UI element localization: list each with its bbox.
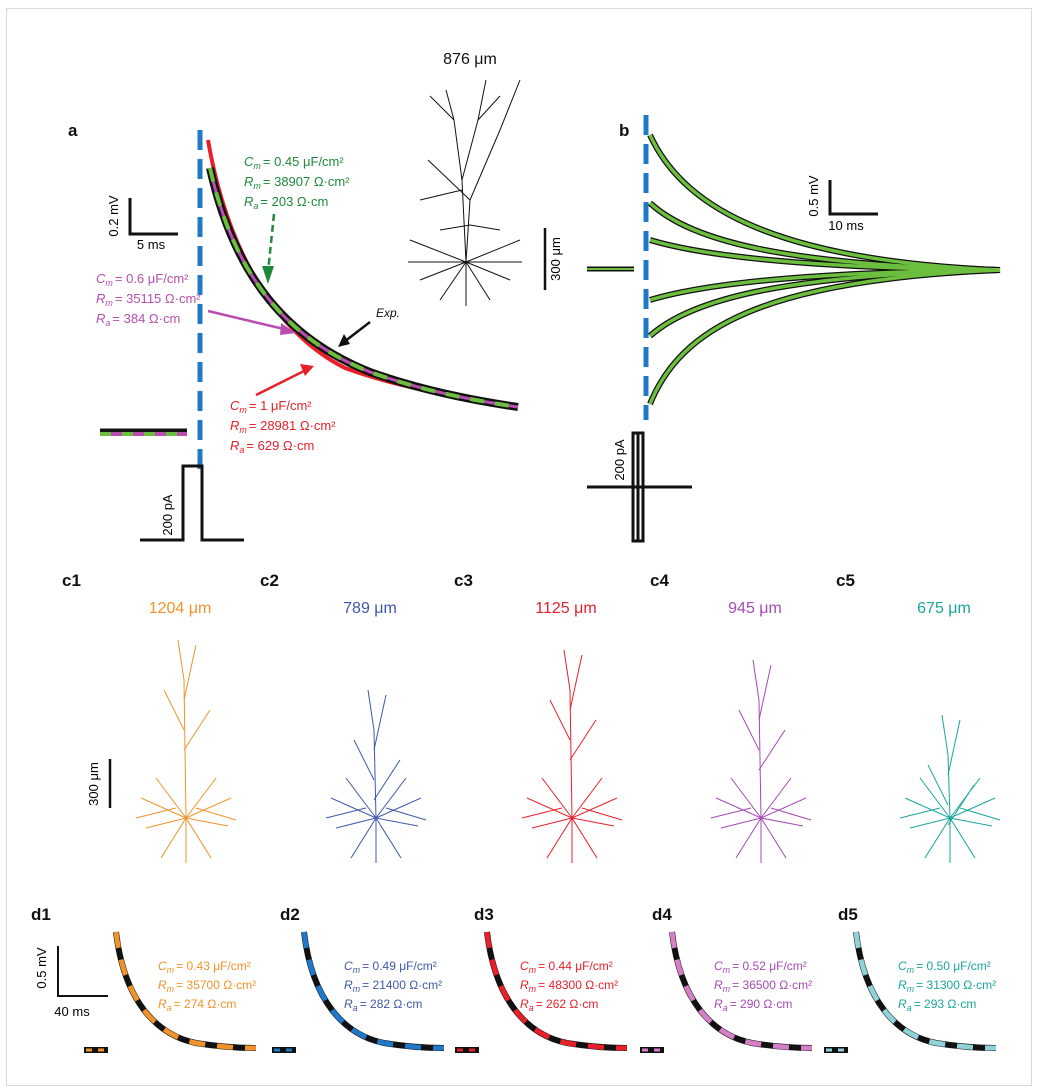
panel-d-scale-bar bbox=[58, 946, 108, 996]
panel-c: c1 1204 μm c2 789 μm c3 1125 μm c4 945 μm c5 675 … bbox=[62, 571, 1000, 863]
fit-5: d5 Cm = 0.50 μF/cm² Rm = 31300 Ω·cm² Ra = 293 … bbox=[824, 905, 996, 1050]
svg-text:Rm= 36500 Ω·cm²: Rm = 36500 Ω·cm² bbox=[714, 978, 812, 994]
neuron-morphology bbox=[136, 640, 236, 863]
svg-text:Ra= 293 Ω·cm: Ra = 293 Ω·cm bbox=[898, 997, 976, 1013]
svg-text:Rm= 35700 Ω·cm²: Rm = 35700 Ω·cm² bbox=[158, 978, 256, 994]
neuron-length: 789 μm bbox=[343, 600, 397, 617]
fit-label: d2 bbox=[280, 905, 300, 924]
neuron-label: c2 bbox=[260, 571, 279, 590]
fit-label: d1 bbox=[31, 905, 51, 924]
fit-label: d5 bbox=[838, 905, 858, 924]
panel-d-fits: d1 Cm = 0.43 μF/cm² Rm = 35700 Ω·cm² Ra = 274 … bbox=[31, 905, 996, 1050]
panel-a-magenta-arrow bbox=[208, 311, 288, 330]
svg-text:Ra= 629 Ω·cm: Ra = 629 Ω·cm bbox=[230, 438, 314, 455]
fit-params: Cm = 0.49 μF/cm² Rm = 21400 Ω·cm² Ra = 282 Ω·… bbox=[344, 959, 442, 1013]
svg-text:Rm= 21400 Ω·cm²: Rm = 21400 Ω·cm² bbox=[344, 978, 442, 994]
svg-text:Cm= 0.43 μF/cm²: Cm = 0.43 μF/cm² bbox=[158, 959, 251, 975]
svg-text:Rm= 38907 Ω·cm²: Rm = 38907 Ω·cm² bbox=[244, 174, 350, 191]
neuron-1: c1 1204 μm bbox=[62, 571, 236, 863]
panel-a-current-step bbox=[140, 466, 244, 540]
fit-params: Cm = 0.50 μF/cm² Rm = 31300 Ω·cm² Ra = 293 Ω·… bbox=[898, 959, 996, 1013]
panel-a-label: a bbox=[68, 121, 78, 140]
panel-b-scale-ms: 10 ms bbox=[828, 218, 864, 233]
neuron-length: 1125 μm bbox=[535, 600, 596, 617]
svg-text:Cm= 0.44 μF/cm²: Cm = 0.44 μF/cm² bbox=[520, 959, 613, 975]
svg-text:Rm= 28981 Ω·cm²: Rm = 28981 Ω·cm² bbox=[230, 418, 336, 435]
panel-a-morph-scale: 300 μm bbox=[548, 237, 563, 281]
fit-4: d4 Cm = 0.52 μF/cm² Rm = 36500 Ω·cm² Ra = 290 … bbox=[640, 905, 812, 1050]
panel-a-current-label: 200 pA bbox=[160, 494, 175, 536]
svg-text:Ra= 203 Ω·cm: Ra = 203 Ω·cm bbox=[244, 194, 328, 211]
panel-a-exp-arrowhead bbox=[338, 334, 350, 347]
neuron-morphology bbox=[326, 690, 426, 863]
svg-text:Rm= 48300 Ω·cm²: Rm = 48300 Ω·cm² bbox=[520, 978, 618, 994]
panel-a-neuron-morphology bbox=[408, 80, 522, 306]
panel-b-current-steps bbox=[587, 433, 692, 541]
panel-b-scale-bar bbox=[830, 180, 878, 214]
neuron-2: c2 789 μm bbox=[260, 571, 426, 863]
panel-a-scale-mv: 0.2 mV bbox=[106, 195, 121, 237]
fit-3: d3 Cm = 0.44 μF/cm² Rm = 48300 Ω·cm² Ra = 262 … bbox=[455, 905, 627, 1050]
neuron-length: 675 μm bbox=[917, 600, 971, 617]
panel-c-neurons: c1 1204 μm c2 789 μm c3 1125 μm c4 945 μm c5 675 … bbox=[62, 571, 1000, 863]
svg-text:Rm= 31300 Ω·cm²: Rm = 31300 Ω·cm² bbox=[898, 978, 996, 994]
neuron-4: c4 945 μm bbox=[650, 571, 811, 863]
panel-a-red-params: Cm = 1 μF/cm² Rm = 28981 Ω·cm² Ra = 629 Ω·c… bbox=[230, 398, 336, 455]
panel-a-red-arrowhead bbox=[300, 364, 314, 376]
panel-b-current-label: 200 pA bbox=[612, 439, 627, 481]
svg-text:Rm= 35115 Ω·cm²: Rm = 35115 Ω·cm² bbox=[96, 291, 201, 308]
panel-d-scale-ms: 40 ms bbox=[54, 1004, 90, 1019]
fit-1: d1 Cm = 0.43 μF/cm² Rm = 35700 Ω·cm² Ra = 274 … bbox=[31, 905, 256, 1050]
neuron-label: c5 bbox=[836, 571, 855, 590]
panel-a-scale-bar: 0.2 mV 5 ms bbox=[106, 195, 178, 252]
panel-b-scale-mv: 0.5 mV bbox=[806, 175, 821, 217]
panel-a-exp-arrow bbox=[344, 322, 370, 342]
fit-params: Cm = 0.52 μF/cm² Rm = 36500 Ω·cm² Ra = 290 Ω·… bbox=[714, 959, 812, 1013]
neuron-morphology bbox=[900, 715, 1000, 863]
svg-text:Ra= 290 Ω·cm: Ra = 290 Ω·cm bbox=[714, 997, 792, 1013]
panel-d-scale-mv: 0.5 mV bbox=[34, 947, 49, 989]
fit-params: Cm = 0.43 μF/cm² Rm = 35700 Ω·cm² Ra = 274 Ω·… bbox=[158, 959, 256, 1013]
svg-text:Ra= 262 Ω·cm: Ra = 262 Ω·cm bbox=[520, 997, 598, 1013]
svg-text:Cm= 0.6 μF/cm²: Cm = 0.6 μF/cm² bbox=[96, 271, 189, 288]
panel-a-magenta-params: Cm = 0.6 μF/cm² Rm = 35115 Ω·cm² Ra = 384 Ω… bbox=[96, 271, 201, 328]
svg-text:Ra= 274 Ω·cm: Ra = 274 Ω·cm bbox=[158, 997, 236, 1013]
panel-b-traces bbox=[650, 135, 1000, 404]
panel-a-morph-length: 876 μm bbox=[443, 51, 497, 68]
svg-text:Ra= 282 Ω·cm: Ra = 282 Ω·cm bbox=[344, 997, 422, 1013]
svg-text:Ra= 384 Ω·cm: Ra = 384 Ω·cm bbox=[96, 311, 180, 328]
panel-c-scale: 300 μm bbox=[86, 762, 101, 806]
panel-a-green-arrow bbox=[268, 214, 274, 272]
panel-a-red-arrow bbox=[256, 370, 306, 395]
panel-b: b 0.5 mV 10 ms bbox=[587, 115, 1000, 541]
panel-a-baseline bbox=[100, 431, 187, 434]
panel-a: a 0.2 mV 5 ms 200 pA Cm = 0.45 μF/cm² Rm =… bbox=[68, 51, 563, 540]
svg-text:Cm= 0.52 μF/cm²: Cm = 0.52 μF/cm² bbox=[714, 959, 807, 975]
panel-d: 0.5 mV 40 ms d1 Cm = 0.43 μF/cm² Rm = 35700 … bbox=[31, 905, 996, 1050]
neuron-label: c3 bbox=[454, 571, 473, 590]
fit-label: d4 bbox=[652, 905, 672, 924]
neuron-morphology bbox=[711, 660, 811, 863]
svg-text:Cm= 1 μF/cm²: Cm = 1 μF/cm² bbox=[230, 398, 312, 415]
panel-a-scale-ms: 5 ms bbox=[137, 237, 166, 252]
fit-params: Cm = 0.44 μF/cm² Rm = 48300 Ω·cm² Ra = 262 Ω·… bbox=[520, 959, 618, 1013]
neuron-length: 945 μm bbox=[728, 600, 782, 617]
neuron-label: c4 bbox=[650, 571, 669, 590]
neuron-label: c1 bbox=[62, 571, 81, 590]
panel-b-label: b bbox=[619, 121, 629, 140]
neuron-length: 1204 μm bbox=[149, 600, 212, 617]
svg-text:Cm= 0.45 μF/cm²: Cm = 0.45 μF/cm² bbox=[244, 154, 344, 171]
neuron-5: c5 675 μm bbox=[836, 571, 1000, 863]
neuron-morphology bbox=[522, 650, 622, 863]
fit-2: d2 Cm = 0.49 μF/cm² Rm = 21400 Ω·cm² Ra = 282 … bbox=[272, 905, 444, 1050]
svg-text:Cm= 0.50 μF/cm²: Cm = 0.50 μF/cm² bbox=[898, 959, 991, 975]
panel-a-exp-label: Exp. bbox=[376, 306, 400, 320]
panel-a-green-arrowhead bbox=[262, 266, 274, 284]
neuron-3: c3 1125 μm bbox=[454, 571, 622, 863]
svg-text:Cm= 0.49 μF/cm²: Cm = 0.49 μF/cm² bbox=[344, 959, 437, 975]
panel-a-green-params: Cm = 0.45 μF/cm² Rm = 38907 Ω·cm² Ra = 203 … bbox=[244, 154, 350, 211]
fit-label: d3 bbox=[474, 905, 494, 924]
